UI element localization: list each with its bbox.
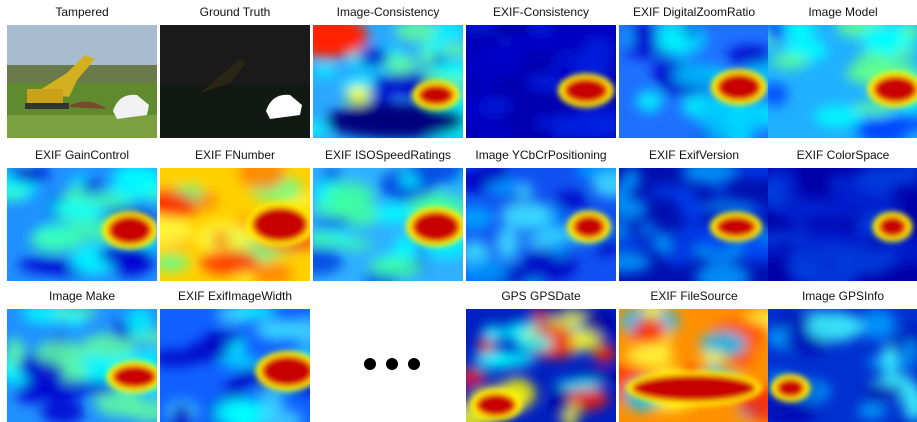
panel-label: Image-Consistency — [313, 3, 463, 21]
heatmap — [7, 309, 157, 422]
panel-label: Tampered — [7, 3, 157, 21]
panel: EXIF ExifVersion — [619, 146, 769, 281]
panel: EXIF ISOSpeedRatings — [313, 146, 463, 281]
panel: EXIF ColorSpace — [768, 146, 917, 281]
panel: Image Model — [768, 3, 917, 138]
panel: Tampered — [7, 3, 157, 138]
panel: Image GPSInfo — [768, 287, 917, 422]
heatmap — [768, 309, 917, 422]
heatmap — [313, 25, 463, 138]
panel: Image-Consistency — [313, 3, 463, 138]
panel: EXIF FNumber — [160, 146, 310, 281]
heatmap — [619, 309, 769, 422]
panel-label: Image Model — [768, 3, 917, 21]
heatmap — [466, 25, 616, 138]
panel: EXIF FileSource — [619, 287, 769, 422]
panel: EXIF-Consistency — [466, 3, 616, 138]
photo — [7, 25, 157, 138]
panel-label: Image YCbCrPositioning — [466, 146, 616, 164]
panel: Image YCbCrPositioning — [466, 146, 616, 281]
heatmap — [466, 168, 616, 281]
panel-label: EXIF GainControl — [7, 146, 157, 164]
panel: GPS GPSDate — [466, 287, 616, 422]
panel: EXIF DigitalZoomRatio — [619, 3, 769, 138]
heatmap — [619, 168, 769, 281]
panel: EXIF ExifImageWidth — [160, 287, 310, 422]
panel-label: EXIF ExifImageWidth — [160, 287, 310, 305]
panel-label: Image GPSInfo — [768, 287, 917, 305]
panel-label: Ground Truth — [160, 3, 310, 21]
panel-label: GPS GPSDate — [466, 287, 616, 305]
heatmap — [160, 168, 310, 281]
heatmap — [160, 309, 310, 422]
heatmap — [619, 25, 769, 138]
panel-label: EXIF FNumber — [160, 146, 310, 164]
heatmap — [313, 168, 463, 281]
heatmap — [7, 168, 157, 281]
heatmap — [768, 168, 917, 281]
heatmap — [466, 309, 616, 422]
figure: {"figure": {"panels": [ {"label": "Tampe… — [0, 0, 917, 420]
panel-label: EXIF ColorSpace — [768, 146, 917, 164]
panel-label: EXIF-Consistency — [466, 3, 616, 21]
panel-label: EXIF ISOSpeedRatings — [313, 146, 463, 164]
panel-label: EXIF FileSource — [619, 287, 769, 305]
panel: Ground Truth — [160, 3, 310, 138]
ellipsis — [362, 352, 422, 376]
panel-label: Image Make — [7, 287, 157, 305]
panel-label: EXIF DigitalZoomRatio — [619, 3, 769, 21]
panel: EXIF GainControl — [7, 146, 157, 281]
panel: Image Make — [7, 287, 157, 422]
panel-label: EXIF ExifVersion — [619, 146, 769, 164]
mask — [160, 25, 310, 138]
heatmap — [768, 25, 917, 138]
